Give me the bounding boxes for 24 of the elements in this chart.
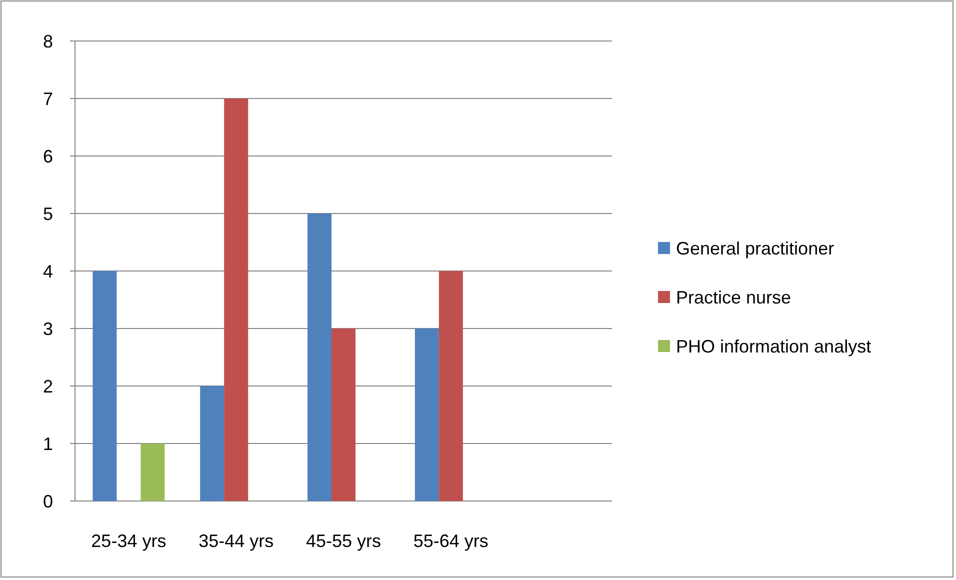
x-tick-label: 25-34 yrs: [91, 531, 166, 551]
bar: [414, 328, 439, 501]
bar: [140, 444, 165, 501]
y-tick-label: 3: [42, 318, 54, 339]
bar: [224, 98, 248, 501]
bar: [438, 271, 463, 501]
y-tick-label: 0: [42, 491, 54, 512]
legend-label: PHO information analyst: [676, 336, 872, 356]
y-tick-label: 8: [42, 31, 54, 52]
legend-label: General practitioner: [676, 238, 834, 258]
y-tick-label: 5: [42, 204, 54, 224]
y-tick-label: 4: [42, 261, 54, 282]
bar: [92, 271, 117, 501]
x-tick-label: 55-64 yrs: [413, 531, 488, 551]
bar: [200, 386, 224, 501]
bar: [332, 328, 356, 501]
y-tick-label: 7: [42, 88, 54, 109]
y-tick-label: 6: [42, 146, 54, 166]
x-tick-label: 45-55 yrs: [306, 531, 382, 551]
bar: [308, 214, 332, 501]
y-tick-label: 1: [42, 434, 54, 454]
y-tick-label: 2: [42, 376, 54, 396]
x-tick-label: 35-44 yrs: [198, 531, 274, 551]
legend-label: Practice nurse: [676, 287, 792, 308]
